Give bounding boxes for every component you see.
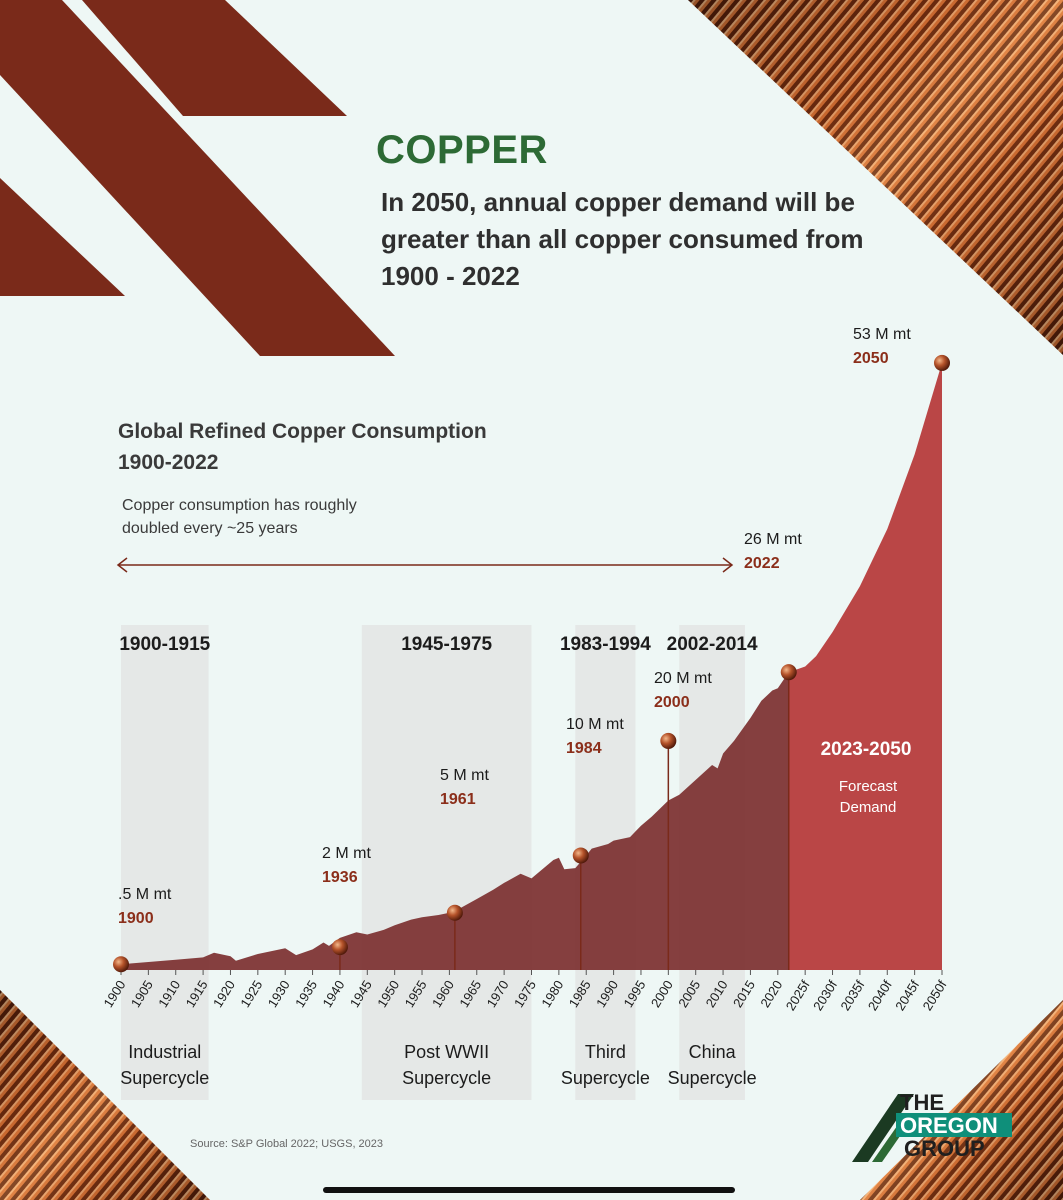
milestone-year: 1900 (118, 910, 154, 927)
x-tick-label: 2025f (783, 977, 813, 1013)
x-tick-label: 1935 (292, 978, 320, 1010)
forecast-line2: Demand (840, 799, 897, 816)
logo-line1: THE (900, 1090, 944, 1115)
milestone-amount: 5 M mt (440, 767, 489, 784)
milestone-year: 2000 (654, 694, 690, 711)
x-tick-label: 1920 (210, 978, 238, 1010)
milestone-amount: .5 M mt (118, 886, 172, 903)
logo-line2: OREGON (900, 1113, 998, 1138)
supercycle-period: 2002-2014 (667, 634, 758, 655)
supercycle-period: 1983-1994 (560, 634, 651, 655)
forecast-line1: Forecast (839, 778, 898, 795)
x-tick-label: 2020 (757, 978, 785, 1010)
milestone-dot (572, 847, 589, 864)
historic-area (121, 672, 789, 970)
chart-note-line1: Copper consumption has roughly (122, 497, 357, 514)
chart-title-line2: 1900-2022 (118, 451, 219, 474)
x-tick-label: 2050f (920, 977, 950, 1013)
milestone-markers (113, 354, 950, 973)
chart-note-line2: doubled every ~25 years (122, 520, 298, 537)
subheadline: In 2050, annual copper demand will be gr… (381, 187, 864, 291)
x-tick-label: 1925 (237, 978, 265, 1010)
milestone-amount: 20 M mt (654, 670, 712, 687)
forecast-title: 2023-2050 (821, 739, 912, 760)
supercycle-label: Supercycle (561, 1068, 650, 1088)
milestone-year: 1936 (322, 869, 358, 886)
milestone-dot (331, 939, 348, 956)
forecast-area (788, 362, 942, 970)
copper-glow (0, 990, 210, 1200)
source-note: Source: S&P Global 2022; USGS, 2023 (190, 1138, 384, 1150)
supercycle-label: Industrial (128, 1042, 201, 1062)
supercycle-label: Supercycle (668, 1068, 757, 1088)
x-tick-label: 2030f (810, 977, 840, 1013)
chart-labels: 1900-1915 Industrial Supercycle 1945-1975 Po… (118, 326, 911, 1088)
logo-line3: GROUP (904, 1136, 985, 1161)
milestone-amount: 26 M mt (744, 531, 802, 548)
area-series (121, 362, 942, 970)
headline: COPPER (376, 128, 548, 172)
milestone-amount: 53 M mt (853, 326, 911, 343)
chart-note: Copper consumption has roughly doubled e… (122, 494, 357, 540)
supercycle-band (121, 625, 209, 1100)
supercycle-band (361, 625, 532, 1100)
milestone-year: 1961 (440, 791, 476, 808)
logo-band (896, 1113, 1012, 1137)
supercycle-label: Post WWII (404, 1042, 489, 1062)
milestone-dot (446, 904, 463, 921)
home-indicator (323, 1187, 735, 1193)
x-tick-label: 2000 (648, 978, 676, 1010)
logo-mark-icon (852, 1094, 914, 1162)
milestone-year: 2022 (744, 555, 780, 572)
x-tick-label: 1980 (538, 978, 566, 1010)
milestone-dot (660, 732, 677, 749)
x-tick-label: 1940 (319, 978, 347, 1010)
decor-stripe (0, 0, 395, 356)
milestone-amount: 10 M mt (566, 716, 624, 733)
oregon-group-logo: THE OREGON GROUP (852, 1090, 1012, 1162)
milestone-year: 1984 (566, 740, 602, 757)
supercycle-label: China (689, 1042, 737, 1062)
x-tick-label: 2035f (837, 977, 867, 1013)
supercycle-label: Supercycle (120, 1068, 209, 1088)
decor-stripe (0, 178, 125, 296)
supercycle-label: Third (585, 1042, 626, 1062)
milestone-dot (934, 354, 950, 371)
milestone-dot (780, 664, 797, 681)
decor-stripe (82, 0, 347, 116)
supercycle-period: 1900-1915 (119, 634, 210, 655)
x-tick-label: 1930 (265, 978, 293, 1010)
copper-glow (860, 1000, 1063, 1200)
x-tick-label: 2040f (865, 977, 895, 1013)
supercycle-label: Supercycle (402, 1068, 491, 1088)
supercycle-period: 1945-1975 (401, 634, 492, 655)
doubling-arrow (116, 557, 734, 573)
chart-title-line1: Global Refined Copper Consumption (118, 420, 487, 443)
copper-glow (688, 0, 1063, 355)
chart-title: Global Refined Copper Consumption 1900-2… (118, 416, 487, 478)
milestone-dot (113, 956, 129, 973)
milestone-amount: 2 M mt (322, 845, 371, 862)
milestone-year: 2050 (853, 350, 889, 367)
x-tick-label: 2045f (892, 977, 922, 1013)
